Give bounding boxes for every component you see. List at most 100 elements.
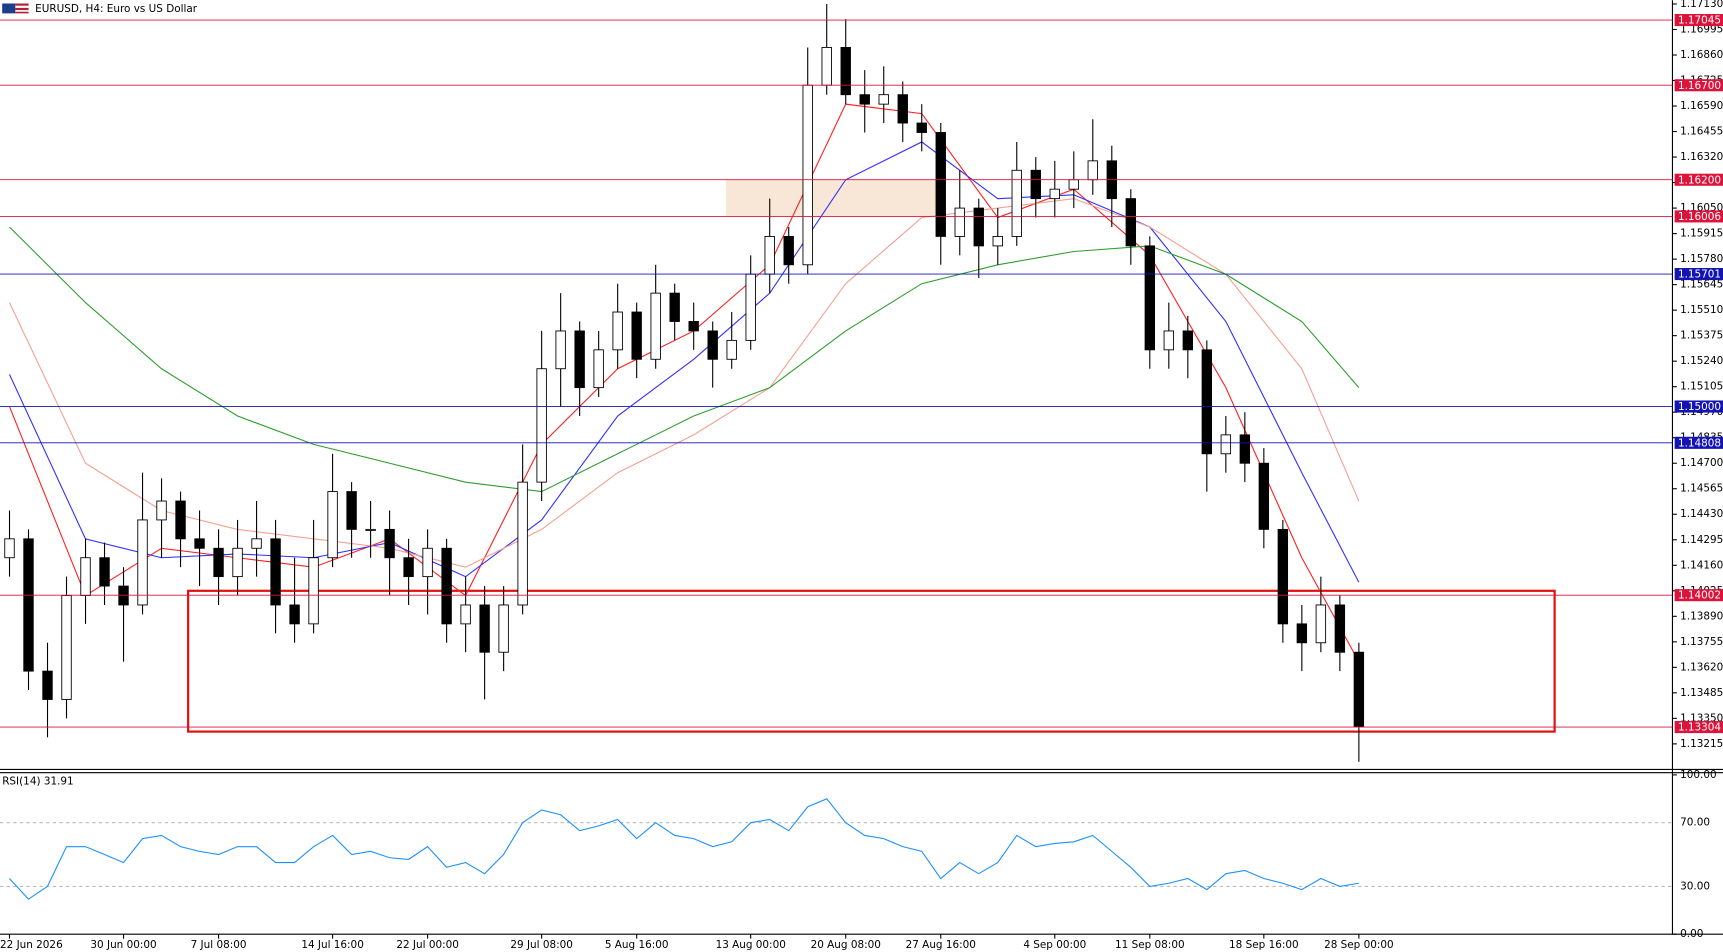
candle-body xyxy=(1258,462,1270,530)
y-tick-label: 1.13890 xyxy=(1680,610,1723,622)
candle-body xyxy=(1201,349,1213,455)
x-tick-label: 18 Sep 16:00 xyxy=(1229,939,1299,951)
x-tick-label: 29 Jul 08:00 xyxy=(510,939,573,951)
candle-body xyxy=(23,538,34,672)
candle-body xyxy=(1220,434,1232,455)
candle-body xyxy=(4,538,15,559)
y-tick-label: 1.15375 xyxy=(1680,330,1723,342)
candle-body xyxy=(669,292,680,322)
level-label-bg xyxy=(1674,721,1723,734)
candle-body xyxy=(460,604,471,625)
candle-body xyxy=(574,330,585,389)
y-tick-label: 1.16320 xyxy=(1680,151,1723,163)
candle-body xyxy=(1030,169,1041,200)
candle-body xyxy=(612,311,623,351)
y-tick-label: 1.15240 xyxy=(1680,355,1723,367)
candle-body xyxy=(213,547,224,578)
candle-body xyxy=(1239,434,1251,464)
candle-body xyxy=(346,491,357,530)
y-tick-label: 1.14160 xyxy=(1680,559,1723,571)
level-label-bg xyxy=(1674,268,1723,281)
rsi-title: RSI(14) 31.91 xyxy=(2,775,73,787)
x-tick-label: 4 Sep 00:00 xyxy=(1023,939,1086,951)
y-tick-label: 1.15645 xyxy=(1680,279,1723,291)
candle-body xyxy=(137,519,148,606)
x-tick-label: 22 Jul 00:00 xyxy=(396,939,458,951)
y-tick-label: 0.00 xyxy=(1680,928,1703,940)
y-tick-label: 1.16455 xyxy=(1680,126,1723,138)
candle-body xyxy=(1068,179,1079,190)
candle-body xyxy=(251,538,262,549)
candle-body xyxy=(289,604,300,625)
candle-body xyxy=(1296,623,1308,644)
level-label: 1.15000 xyxy=(1678,401,1721,413)
candle-body xyxy=(1011,169,1022,237)
candle-body xyxy=(194,538,205,549)
level-label-bg xyxy=(1674,589,1723,602)
candle-body xyxy=(42,670,53,700)
x-tick-label: 20 Aug 08:00 xyxy=(811,939,881,951)
candle-body xyxy=(593,349,604,389)
x-tick-label: 27 Aug 16:00 xyxy=(906,939,976,951)
candle-body xyxy=(1277,528,1289,625)
level-label: 1.14808 xyxy=(1678,437,1721,449)
level-label: 1.17045 xyxy=(1678,15,1721,27)
level-label: 1.16700 xyxy=(1678,80,1721,92)
candle-body xyxy=(99,557,110,587)
candle-body xyxy=(1087,160,1098,181)
symbol-flag xyxy=(2,3,29,14)
level-label: 1.16200 xyxy=(1678,174,1721,186)
candle-body xyxy=(479,604,490,653)
candle-body xyxy=(802,84,813,266)
candle-body xyxy=(992,235,1003,247)
candle-body xyxy=(726,339,737,360)
x-tick-label: 7 Jul 08:00 xyxy=(191,939,247,951)
candle-body xyxy=(878,94,889,105)
candle-body xyxy=(61,595,72,700)
x-tick-label: 22 Jun 2026 xyxy=(0,939,63,951)
candle-body xyxy=(707,330,718,360)
level-label: 1.13304 xyxy=(1678,722,1721,734)
candle-body xyxy=(384,528,395,559)
y-tick-label: 1.15915 xyxy=(1680,228,1723,240)
level-label-bg xyxy=(1674,173,1723,186)
level-label-bg xyxy=(1674,13,1723,27)
candle-body xyxy=(650,292,661,360)
level-label: 1.16006 xyxy=(1678,211,1721,223)
candle-body xyxy=(403,557,414,578)
candle-body xyxy=(365,528,376,531)
candle-body xyxy=(1182,330,1194,351)
candle-body xyxy=(1334,604,1346,653)
y-tick-label: 1.14295 xyxy=(1680,534,1723,546)
y-tick-label: 1.16050 xyxy=(1680,202,1723,214)
candle-body xyxy=(270,538,281,606)
y-tick-label: 1.15780 xyxy=(1680,253,1723,265)
candle-body xyxy=(517,481,528,606)
y-tick-label: 100.00 xyxy=(1680,769,1716,781)
y-tick-label: 1.13620 xyxy=(1680,661,1723,673)
candle-body xyxy=(783,235,794,266)
level-label: 1.15701 xyxy=(1678,269,1721,281)
candle-body xyxy=(840,47,851,96)
candle-body xyxy=(308,557,319,625)
y-tick-label: 1.13485 xyxy=(1680,687,1723,699)
candle-body xyxy=(498,604,509,653)
candle-body xyxy=(1315,604,1327,644)
candle-body xyxy=(1144,245,1156,351)
y-tick-label: 1.14430 xyxy=(1680,508,1723,520)
y-tick-label: 1.15105 xyxy=(1680,381,1723,393)
x-tick-label: 30 Jun 00:00 xyxy=(90,939,156,951)
level-label-bg xyxy=(1674,436,1723,449)
candle-body xyxy=(897,94,908,124)
candle-body xyxy=(1125,198,1136,247)
candle-body xyxy=(441,547,452,625)
candle-body xyxy=(80,557,91,596)
y-tick-label: 70.00 xyxy=(1680,817,1710,829)
x-tick-label: 14 Jul 16:00 xyxy=(301,939,363,951)
y-tick-label: 1.16860 xyxy=(1680,49,1723,61)
y-tick-label: 1.17130 xyxy=(1680,0,1723,10)
candle-body xyxy=(688,321,699,332)
candle-body xyxy=(954,207,965,237)
candle-body xyxy=(422,547,433,578)
y-tick-label: 30.00 xyxy=(1680,880,1710,892)
